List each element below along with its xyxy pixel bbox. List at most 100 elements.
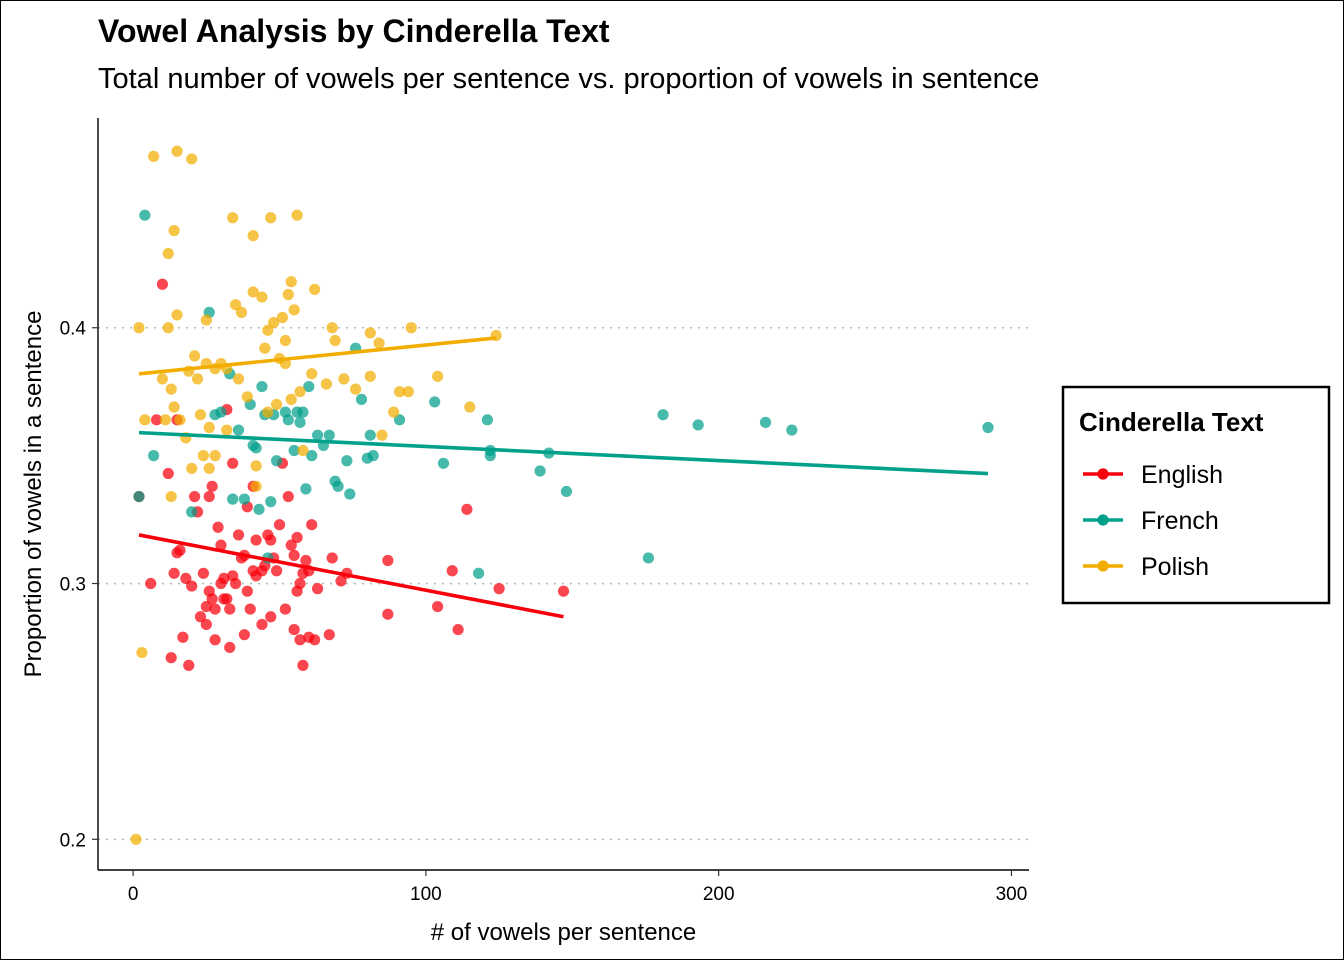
data-point	[786, 424, 798, 436]
data-point	[256, 291, 268, 303]
data-point	[461, 503, 473, 515]
data-point	[364, 370, 376, 382]
data-point	[168, 224, 180, 237]
legend-item-polish: Polish	[1083, 553, 1209, 581]
data-point	[282, 490, 294, 503]
data-point	[180, 572, 192, 585]
data-point	[145, 577, 157, 590]
trend-line-english	[138, 533, 564, 619]
data-point	[288, 623, 300, 636]
data-point	[402, 386, 414, 398]
data-point	[294, 416, 306, 428]
data-point	[232, 424, 245, 436]
data-point	[300, 554, 312, 567]
data-point	[206, 480, 218, 492]
data-point	[350, 383, 362, 395]
data-point	[262, 406, 274, 418]
data-point	[250, 480, 262, 492]
data-point	[186, 153, 198, 165]
legend-label: English	[1141, 461, 1223, 489]
data-point	[183, 659, 195, 671]
data-point	[288, 549, 300, 561]
data-point	[215, 539, 227, 551]
data-point	[306, 519, 318, 531]
data-point	[265, 496, 277, 508]
data-point	[244, 603, 256, 615]
data-point	[200, 314, 212, 326]
legend-label: Polish	[1141, 553, 1209, 581]
data-point	[148, 450, 160, 462]
data-point	[218, 572, 230, 585]
data-point	[259, 342, 271, 354]
data-point	[364, 327, 376, 339]
legend-key-point	[1097, 468, 1109, 480]
data-point	[268, 317, 280, 329]
gridlines	[98, 326, 1029, 841]
data-point	[692, 419, 704, 431]
data-point	[393, 386, 406, 398]
data-point	[388, 406, 400, 418]
legend-item-french: French	[1083, 507, 1219, 535]
data-point	[276, 311, 289, 324]
data-point	[557, 585, 570, 597]
data-point	[464, 401, 476, 413]
data-point	[306, 450, 318, 462]
data-point	[344, 488, 356, 500]
data-point	[642, 552, 655, 564]
data-point	[311, 583, 324, 595]
data-point	[256, 618, 268, 631]
data-point	[300, 483, 312, 495]
data-series-layer	[130, 145, 994, 845]
data-point	[212, 521, 224, 533]
series-french	[133, 209, 994, 579]
data-point	[309, 634, 321, 646]
data-point	[452, 623, 464, 636]
trend-line-polish	[138, 336, 497, 376]
data-point	[224, 603, 236, 615]
y-axis-title: Proportion of vowels in a sentence	[20, 311, 47, 678]
data-point	[174, 544, 186, 556]
data-point	[326, 322, 338, 334]
x-tick-label: 100	[410, 884, 442, 905]
data-point	[203, 462, 215, 475]
data-point	[432, 370, 444, 382]
legend-label: French	[1141, 507, 1219, 535]
data-point	[288, 304, 300, 316]
legend-title: Cinderella Text	[1079, 407, 1264, 437]
data-point	[382, 554, 394, 567]
data-point	[197, 567, 209, 579]
data-point	[162, 467, 174, 480]
data-point	[355, 393, 368, 405]
data-point	[206, 593, 218, 605]
legend-key-point	[1097, 514, 1109, 526]
data-point	[282, 414, 294, 426]
data-point	[759, 416, 772, 428]
data-point	[270, 398, 283, 411]
data-point	[250, 442, 262, 454]
data-point	[168, 567, 180, 579]
data-point	[376, 429, 388, 441]
data-point	[472, 567, 485, 579]
data-point	[241, 585, 253, 597]
data-point	[186, 506, 198, 518]
series-english	[133, 278, 570, 671]
data-point	[241, 391, 253, 403]
data-point	[265, 534, 277, 546]
data-point	[227, 493, 239, 505]
data-point	[253, 503, 265, 515]
data-point	[250, 534, 262, 546]
legend: Cinderella Text English French Polish	[1061, 385, 1331, 605]
data-point	[265, 611, 277, 623]
data-point	[159, 414, 171, 426]
data-point	[373, 337, 385, 349]
x-tick-label: 300	[996, 884, 1028, 905]
data-point	[291, 531, 303, 544]
data-point	[200, 600, 212, 613]
data-point	[285, 276, 297, 288]
data-point	[560, 485, 573, 498]
data-point	[285, 539, 297, 551]
data-point	[162, 247, 174, 260]
data-point	[227, 457, 239, 469]
data-point	[200, 618, 212, 631]
data-point	[139, 414, 151, 426]
